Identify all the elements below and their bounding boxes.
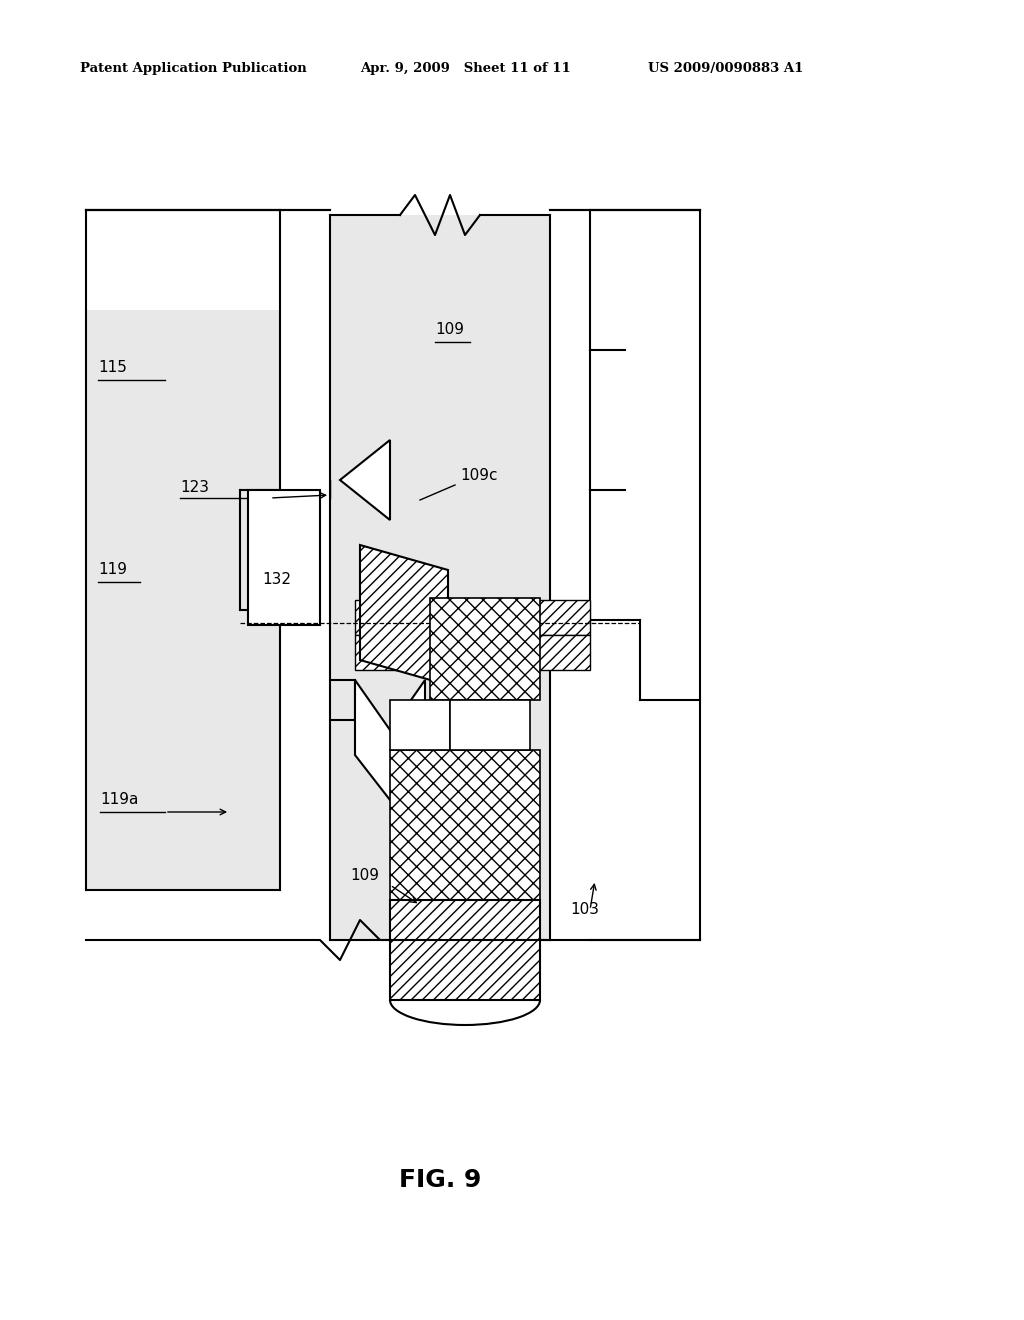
Text: Apr. 9, 2009   Sheet 11 of 11: Apr. 9, 2009 Sheet 11 of 11: [360, 62, 570, 75]
Bar: [390, 700, 450, 750]
Bar: [330, 215, 550, 940]
Text: US 2009/0090883 A1: US 2009/0090883 A1: [648, 62, 804, 75]
Bar: [86, 310, 280, 890]
Bar: [450, 700, 530, 750]
Text: Patent Application Publication: Patent Application Publication: [80, 62, 307, 75]
Text: 123: 123: [180, 480, 209, 495]
Text: 115: 115: [98, 360, 127, 375]
Text: 119: 119: [98, 562, 127, 578]
Text: 119a: 119a: [100, 792, 138, 808]
Bar: [390, 900, 540, 1001]
Polygon shape: [355, 680, 425, 800]
Polygon shape: [340, 440, 390, 520]
Text: FIG. 9: FIG. 9: [398, 1168, 481, 1192]
Polygon shape: [360, 545, 449, 685]
Bar: [248, 490, 319, 624]
Text: 109: 109: [350, 867, 379, 883]
Text: 132: 132: [262, 573, 291, 587]
Bar: [390, 750, 540, 900]
Bar: [430, 598, 540, 700]
Text: 103: 103: [570, 903, 599, 917]
Text: 109: 109: [435, 322, 464, 338]
Bar: [355, 635, 590, 671]
Bar: [355, 601, 590, 635]
Text: 109c: 109c: [460, 467, 498, 483]
